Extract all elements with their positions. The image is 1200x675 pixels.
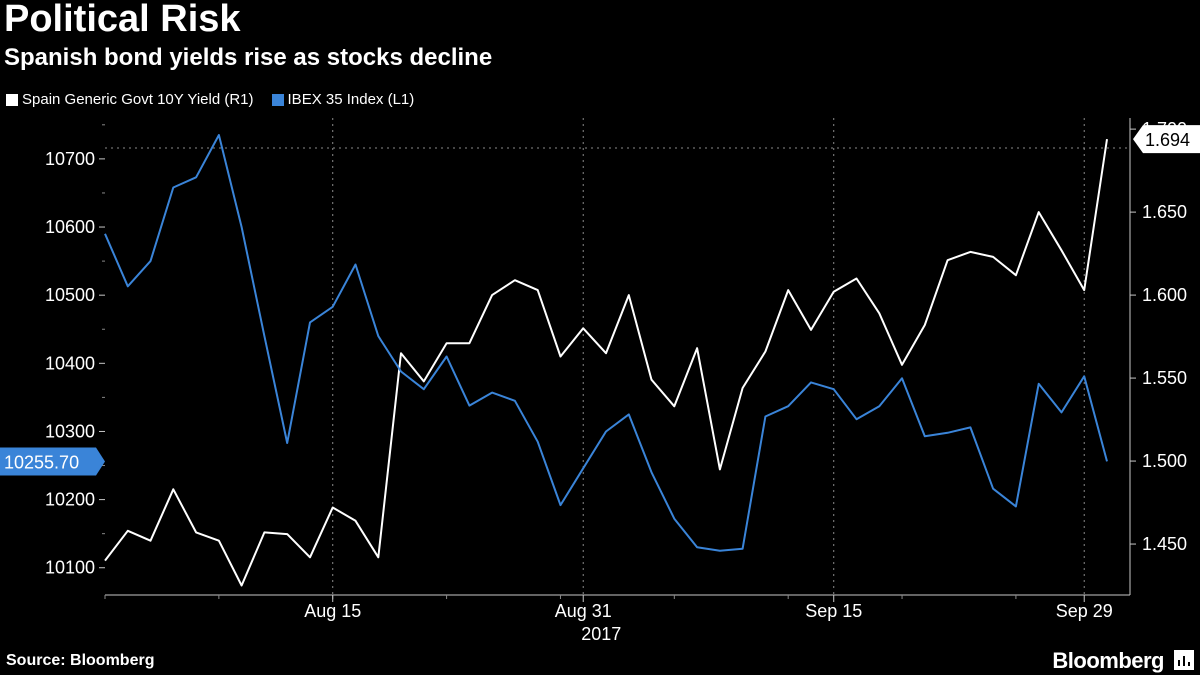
left-tick-label: 10100 [45, 558, 95, 578]
legend-item-ibex: IBEX 35 Index (L1) [271, 91, 415, 108]
left-tick-label: 10200 [45, 490, 95, 510]
series-line-ibex [104, 134, 1108, 552]
x-tick-label: Aug 31 [555, 601, 612, 621]
legend-swatch-ibex [271, 93, 284, 106]
legend-item-yield: Spain Generic Govt 10Y Yield (R1) [6, 91, 254, 108]
x-tick-label: Sep 29 [1056, 601, 1113, 621]
series-line-yield [104, 138, 1108, 587]
x-year-label: 2017 [581, 624, 621, 644]
ibex-last-value-tag [0, 447, 105, 476]
left-tick-label: 10600 [45, 217, 95, 237]
x-tick-label: Aug 15 [304, 601, 361, 621]
right-tick-label: 1.550 [1142, 368, 1187, 388]
left-tick-label: 10400 [45, 353, 95, 373]
yield-last-value-label: 1.694 [1145, 130, 1190, 150]
left-tick-label: 10700 [45, 149, 95, 169]
axes: 10100 10200 10300 10400 10500 10600 10700 1.450… [45, 118, 1187, 644]
yield-last-value-tag [1133, 125, 1200, 154]
value-labels: 1.694 10255.70 [0, 125, 1200, 476]
right-tick-label: 1.650 [1142, 202, 1187, 222]
right-tick-label: 1.600 [1142, 285, 1187, 305]
ibex-last-value-label: 10255.70 [4, 452, 79, 472]
chart-title: Political Risk [4, 0, 241, 40]
right-tick-label: 1.450 [1142, 534, 1187, 554]
right-tick-label: 1.500 [1142, 451, 1187, 471]
left-tick-label: 10300 [45, 421, 95, 441]
bloomberg-logo: Bloomberg [1052, 648, 1164, 673]
grid [105, 118, 1130, 595]
legend-swatch-yield [6, 93, 18, 106]
legend-label-yield: Spain Generic Govt 10Y Yield (R1) [22, 91, 254, 108]
x-tick-label: Sep 15 [805, 601, 862, 621]
series-lines [104, 134, 1108, 587]
source-note: Source: Bloomberg [6, 652, 155, 669]
legend: Spain Generic Govt 10Y Yield (R1) IBEX 3… [6, 91, 414, 108]
chart-subtitle: Spanish bond yields rise as stocks decli… [4, 44, 493, 71]
legend-label-ibex: IBEX 35 Index (L1) [287, 91, 415, 108]
left-tick-label: 10500 [45, 285, 95, 305]
bloomberg-terminal-icon [1174, 650, 1194, 670]
